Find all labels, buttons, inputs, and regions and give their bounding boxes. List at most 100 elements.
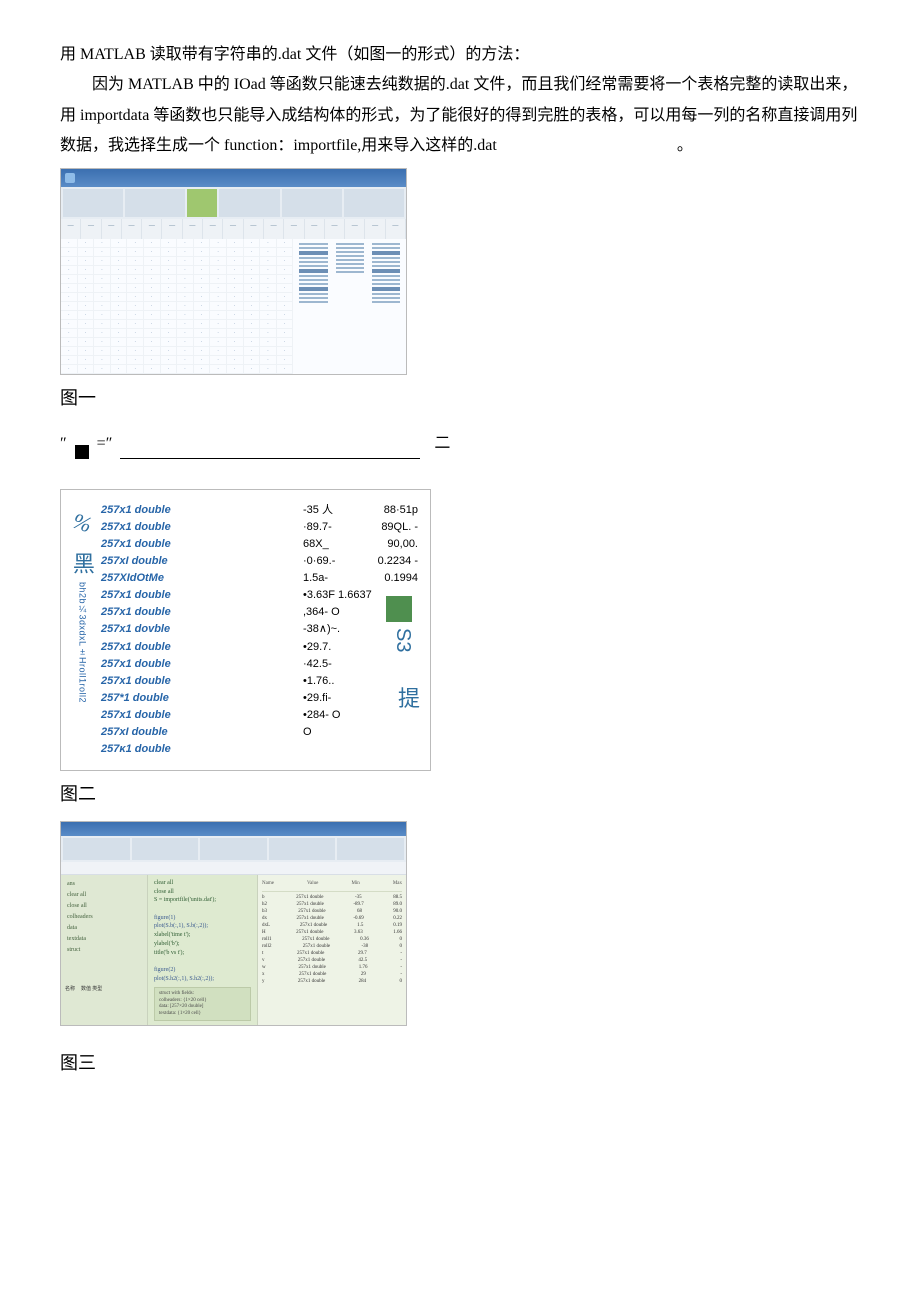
ribbon-block[interactable] [125, 189, 185, 217]
ribbon-block[interactable] [200, 838, 267, 860]
workspace-item[interactable]: struct [65, 945, 143, 956]
bar-icon [372, 297, 400, 299]
editor-panel[interactable]: clear allclose allS = importfile('units.… [148, 875, 257, 1025]
cell: · [194, 311, 211, 320]
var-row[interactable]: v257x1 double42.5- [262, 957, 402, 964]
code-line: figure(1) [154, 914, 251, 923]
var-cell: 257x1 double [303, 943, 330, 950]
col-value-type: 数值 类型 [81, 986, 102, 994]
ribbon-block[interactable] [63, 838, 130, 860]
cell: · [111, 284, 128, 293]
var-row[interactable]: dxL257x1 double1.50.19 [262, 922, 402, 929]
code-line: plot(S.b(:,1), S.b(:,2)); [154, 922, 251, 931]
ribbon-block[interactable] [337, 838, 404, 860]
cell: · [111, 239, 128, 248]
ribbon-block[interactable] [132, 838, 199, 860]
ribbon-block-run[interactable] [187, 189, 217, 217]
var-row[interactable]: y257x1 double2840 [262, 978, 402, 985]
var-row[interactable]: w257x1 double1.76- [262, 964, 402, 971]
table-row: ·············· [61, 284, 293, 293]
code-line: ylabel('b'); [154, 940, 251, 949]
var-row[interactable]: roll2257x1 double-380 [262, 943, 402, 950]
cell: · [144, 248, 161, 257]
cell: · [177, 284, 194, 293]
cell: · [161, 275, 178, 284]
cell: · [61, 338, 78, 347]
cell: · [94, 248, 111, 257]
cell: · [177, 365, 194, 374]
cell: · [127, 239, 144, 248]
col-header: — [244, 219, 264, 239]
var-cell: t [262, 950, 263, 957]
workspace-item[interactable]: clear all [65, 890, 143, 901]
workspace-item[interactable]: textdata [65, 934, 143, 945]
cell: · [111, 338, 128, 347]
cell: · [161, 302, 178, 311]
cell: · [194, 248, 211, 257]
cell: · [78, 311, 95, 320]
ribbon-block[interactable] [219, 189, 279, 217]
var-cell: 257x1 double [298, 964, 325, 971]
vars-header: Name Value Min Max [262, 879, 402, 892]
cell: · [227, 365, 244, 374]
cell: · [227, 356, 244, 365]
bar-icon [299, 297, 327, 299]
cell: · [127, 275, 144, 284]
var-row[interactable]: t257x1 double29.7- [262, 950, 402, 957]
var-cell: 257x1 double [300, 922, 327, 929]
workspace-item[interactable]: data [65, 923, 143, 934]
ribbon-block[interactable] [344, 189, 404, 217]
ribbon-block[interactable] [282, 189, 342, 217]
var-cell: 89.0 [393, 901, 402, 908]
cell: · [194, 356, 211, 365]
var-row[interactable]: b3257x1 double6890.0 [262, 908, 402, 915]
var-row[interactable]: roll1257x1 double0.360 [262, 936, 402, 943]
fig3-toolbar [61, 862, 406, 875]
cell: · [277, 284, 294, 293]
val-a: -35 人 [303, 502, 333, 519]
type-cell: 257xI double [101, 553, 293, 570]
type-cell: 257x1 double [101, 707, 293, 724]
ribbon-block[interactable] [63, 189, 123, 217]
cell: · [127, 293, 144, 302]
bar-icon [336, 263, 364, 265]
var-cell: dxL [262, 922, 270, 929]
table-row: ·············· [61, 356, 293, 365]
cell: · [161, 329, 178, 338]
cell: · [61, 320, 78, 329]
cell: · [61, 266, 78, 275]
bar-icon [336, 251, 364, 253]
cell: · [210, 275, 227, 284]
workspace-item[interactable]: ans [65, 879, 143, 890]
var-cell: - [400, 957, 402, 964]
var-row[interactable]: b257x1 double-3588.5 [262, 894, 402, 901]
cell: · [144, 266, 161, 275]
cell: · [94, 320, 111, 329]
cell: · [127, 347, 144, 356]
cell: · [78, 257, 95, 266]
cell: · [210, 311, 227, 320]
fig3-titlebar [61, 822, 406, 836]
cell: · [260, 284, 277, 293]
cell: · [260, 347, 277, 356]
cell: · [244, 266, 261, 275]
cell: · [111, 356, 128, 365]
var-row[interactable]: dx257x1 double-0.690.22 [262, 915, 402, 922]
workspace-item[interactable]: close all [65, 901, 143, 912]
cell: · [277, 257, 294, 266]
var-row[interactable]: h2257x1 double-89.789.0 [262, 901, 402, 908]
cell: · [144, 365, 161, 374]
cell: · [244, 347, 261, 356]
var-row[interactable]: H257x1 double3.631.66 [262, 929, 402, 936]
col-header: — [102, 219, 122, 239]
cell: · [127, 365, 144, 374]
var-row[interactable]: x257x1 double29- [262, 971, 402, 978]
workspace-item[interactable]: colheaders [65, 912, 143, 923]
ribbon-block[interactable] [269, 838, 336, 860]
cell: · [61, 284, 78, 293]
bar-icon [372, 287, 400, 291]
type-cell: 257x1 double [101, 536, 293, 553]
window-icon [65, 173, 75, 183]
code-line: title('b vs t'); [154, 949, 251, 958]
table-row: ·············· [61, 257, 293, 266]
